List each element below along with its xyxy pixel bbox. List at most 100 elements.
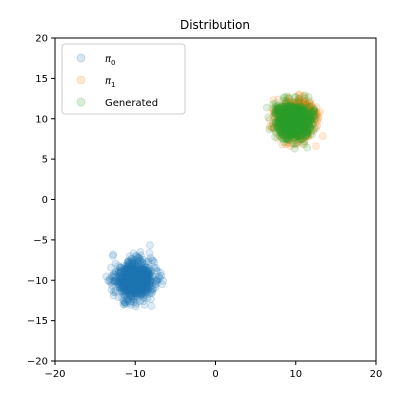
scatter-point-1 <box>283 128 292 137</box>
scatter-point-1 <box>283 116 292 124</box>
y-tick-label: −20 <box>27 357 48 368</box>
scatter-point-1 <box>292 117 300 126</box>
scatter-point-1 <box>291 112 300 121</box>
scatter-point-1 <box>274 108 283 116</box>
scatter-point-1 <box>287 104 296 113</box>
legend-marker <box>76 53 86 63</box>
scatter-point-0 <box>122 265 131 274</box>
scatter-point-0 <box>141 284 150 293</box>
scatter-point-1 <box>284 109 293 118</box>
scatter-point-1 <box>288 106 297 115</box>
scatter-point-1 <box>285 109 294 118</box>
scatter-point-0 <box>144 287 152 296</box>
scatter-point-0 <box>151 280 160 289</box>
scatter-point-1 <box>296 108 304 117</box>
scatter-point-0 <box>135 267 143 276</box>
scatter-point-1 <box>282 108 290 117</box>
scatter-point-1 <box>294 104 302 113</box>
scatter-point-1 <box>285 101 294 109</box>
scatter-point-0 <box>128 286 137 295</box>
scatter-point-0 <box>143 294 152 303</box>
scatter-point-1 <box>288 129 297 137</box>
scatter-point-1 <box>292 118 301 127</box>
scatter-point-1 <box>288 117 296 125</box>
scatter-point-0 <box>134 276 143 285</box>
scatter-point-1 <box>277 118 285 127</box>
scatter-point-0 <box>115 278 124 286</box>
scatter-point-1 <box>286 101 295 109</box>
scatter-point-0 <box>120 276 129 285</box>
scatter-point-0 <box>125 278 134 286</box>
scatter-point-1 <box>290 125 299 134</box>
scatter-point-0 <box>145 280 154 289</box>
scatter-point-1 <box>274 110 283 119</box>
scatter-point-1 <box>279 116 287 125</box>
scatter-point-1 <box>298 115 307 124</box>
scatter-point-1 <box>298 125 307 134</box>
scatter-point-0 <box>139 288 148 297</box>
scatter-point-0 <box>136 275 145 283</box>
scatter-point-0 <box>139 281 148 289</box>
scatter-point-0 <box>139 287 148 295</box>
scatter-point-1 <box>296 111 304 120</box>
scatter-point-0 <box>137 281 146 290</box>
scatter-point-1 <box>306 130 315 139</box>
scatter-point-0 <box>126 271 135 280</box>
scatter-point-1 <box>272 127 280 136</box>
scatter-point-0 <box>127 264 136 273</box>
scatter-point-1 <box>287 120 295 128</box>
scatter-point-1 <box>293 125 301 134</box>
scatter-point-1 <box>280 105 289 114</box>
scatter-point-0 <box>133 289 142 298</box>
scatter-point-1 <box>290 115 299 123</box>
scatter-point-0 <box>123 278 132 287</box>
scatter-point-1 <box>282 140 290 149</box>
scatter-point-0 <box>145 280 154 289</box>
scatter-point-1 <box>282 97 290 106</box>
scatter-point-0 <box>131 266 140 274</box>
scatter-point-1 <box>296 114 305 123</box>
scatter-point-0 <box>131 277 140 285</box>
points-layer <box>102 90 327 311</box>
scatter-point-0 <box>129 281 137 290</box>
scatter-point-1 <box>286 113 294 122</box>
scatter-point-0 <box>112 277 120 285</box>
scatter-point-0 <box>135 256 144 265</box>
scatter-point-1 <box>293 116 302 125</box>
scatter-point-1 <box>296 111 305 120</box>
scatter-point-0 <box>118 274 126 283</box>
scatter-point-0 <box>124 285 133 294</box>
scatter-point-0 <box>142 275 150 284</box>
scatter-point-0 <box>124 274 133 283</box>
scatter-point-1 <box>298 117 307 125</box>
scatter-point-0 <box>133 270 142 279</box>
scatter-point-0 <box>140 276 149 285</box>
scatter-point-1 <box>300 120 309 129</box>
scatter-point-0 <box>139 273 148 282</box>
scatter-point-1 <box>282 112 291 120</box>
scatter-point-0 <box>141 280 150 289</box>
scatter-point-0 <box>125 282 134 291</box>
scatter-point-1 <box>294 126 303 135</box>
scatter-point-0 <box>117 273 125 282</box>
scatter-point-1 <box>269 108 278 116</box>
scatter-point-1 <box>288 110 297 119</box>
scatter-point-1 <box>289 107 298 116</box>
scatter-point-1 <box>293 117 301 126</box>
scatter-point-1 <box>297 109 306 118</box>
scatter-point-1 <box>299 92 307 100</box>
scatter-point-0 <box>125 272 134 281</box>
scatter-point-0 <box>130 276 139 285</box>
scatter-point-1 <box>301 108 310 116</box>
scatter-point-0 <box>123 273 131 282</box>
scatter-point-0 <box>124 262 133 271</box>
scatter-point-0 <box>137 266 146 275</box>
scatter-point-1 <box>289 119 298 127</box>
scatter-point-1 <box>290 119 299 127</box>
scatter-point-1 <box>297 117 306 126</box>
scatter-point-0 <box>118 275 127 284</box>
scatter-point-0 <box>122 273 130 282</box>
scatter-point-2 <box>304 93 313 101</box>
scatter-point-1 <box>292 113 301 122</box>
